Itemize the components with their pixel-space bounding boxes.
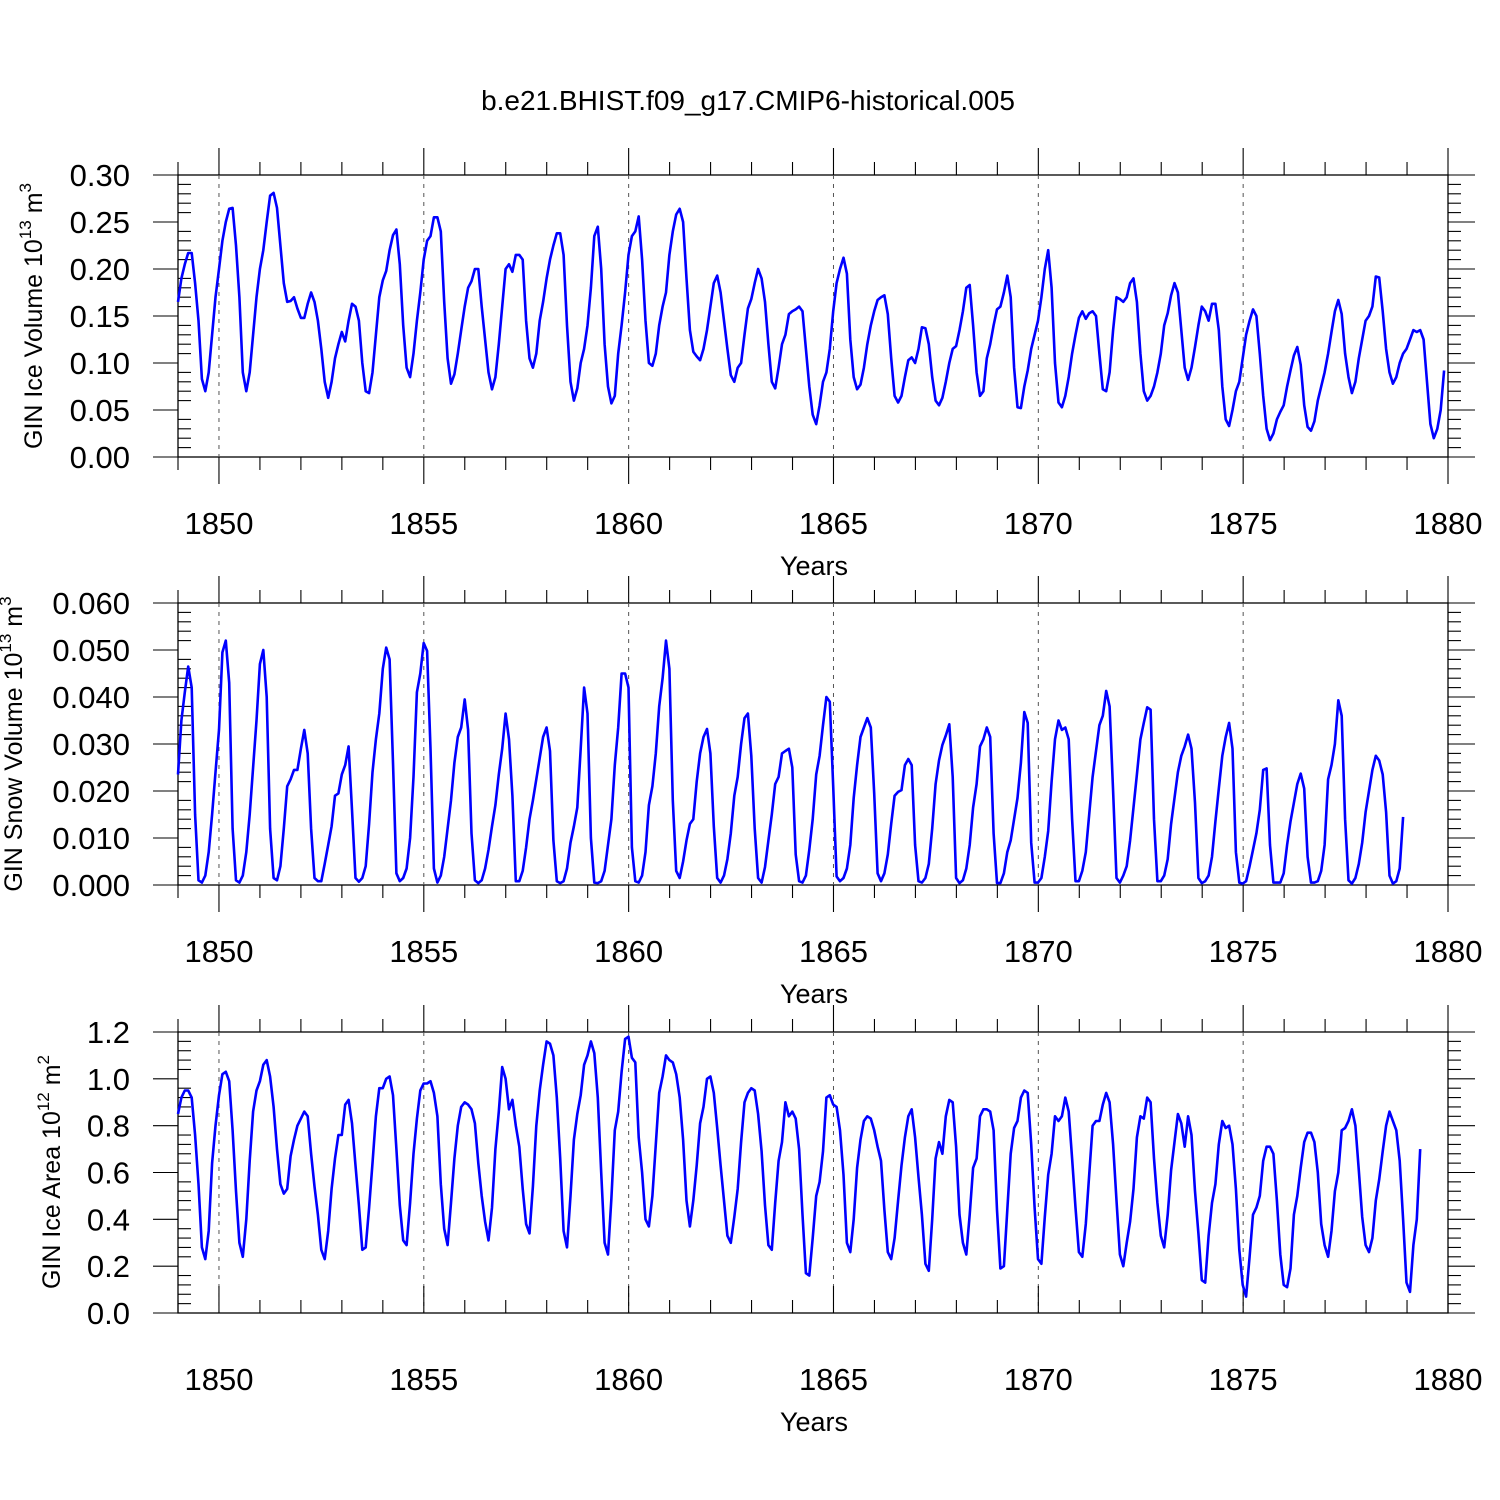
- y-tick-label: 0.040: [52, 680, 130, 715]
- plot-frame: [177, 1031, 1449, 1314]
- y-tick-label: 0.020: [52, 774, 130, 809]
- x-tick-label: 1855: [389, 1362, 458, 1397]
- y-tick-label: 0.000: [52, 868, 130, 903]
- y-label-unit-exponent: 2: [34, 1055, 53, 1064]
- x-tick-label: 1865: [799, 506, 868, 541]
- y-label-exponent: 12: [34, 1092, 53, 1111]
- y-tick-label: 0.4: [87, 1202, 130, 1237]
- x-tick-label: 1860: [594, 1362, 663, 1397]
- x-tick-label: 1855: [389, 506, 458, 541]
- x-tick-label: 1875: [1209, 934, 1278, 969]
- y-axis-label: GIN Snow Volume 1013 m3: [0, 596, 28, 891]
- x-tick-label: 1880: [1414, 506, 1483, 541]
- x-tick-label: 1850: [184, 1362, 253, 1397]
- y-axis-label: GIN Ice Area 1012 m2: [34, 1055, 66, 1289]
- panel-3: 0.0 0.2 0.4 0.6 0.8 1.0 1.2 1850 1855 1860 1865 187…: [34, 1005, 1482, 1437]
- y-tick-label: 0.050: [52, 633, 130, 668]
- y-label-main: GIN Snow Volume 10: [0, 653, 28, 892]
- panel-2: 0.000 0.010 0.020 0.030 0.040 0.050 0.060 1850 1…: [0, 576, 1482, 1009]
- y-tick-label: 0.030: [52, 727, 130, 762]
- y-tick-label: 0.6: [87, 1156, 130, 1191]
- y-label-unit-exponent: 3: [16, 183, 35, 192]
- y-tick-label: 0.060: [52, 586, 130, 621]
- y-axis-label: GIN Ice Volume 1013 m3: [16, 183, 48, 449]
- x-tick-label: 1850: [184, 506, 253, 541]
- x-axis-label: Years: [780, 979, 848, 1009]
- x-tick-label: 1870: [1004, 1362, 1073, 1397]
- y-tick-label: 0.010: [52, 821, 130, 856]
- x-tick-label: 1860: [594, 506, 663, 541]
- y-tick-label: 0.15: [70, 299, 130, 334]
- y-tick-label: 1.0: [87, 1062, 130, 1097]
- x-tick-label: 1870: [1004, 506, 1073, 541]
- x-axis-label: Years: [780, 551, 848, 581]
- y-tick-label: 1.2: [87, 1015, 130, 1050]
- series-line: [176, 191, 1446, 442]
- x-tick-label: 1880: [1414, 934, 1483, 969]
- y-label-unit: m: [38, 1064, 66, 1092]
- y-tick-label: 0.25: [70, 205, 130, 240]
- y-label-main: GIN Ice Area 10: [38, 1111, 66, 1289]
- y-tick-label: 0.0: [87, 1296, 130, 1331]
- x-tick-label: 1865: [799, 934, 868, 969]
- panel-1: 0.00 0.05 0.10 0.15 0.20 0.25 0.30 1850 1855 1860…: [16, 148, 1482, 581]
- panels: 0.00 0.05 0.10 0.15 0.20 0.25 0.30 1850 1855 1860…: [0, 148, 1482, 1437]
- y-label-unit: m: [20, 192, 48, 220]
- y-tick-label: 0.20: [70, 252, 130, 287]
- x-tick-label: 1850: [184, 934, 253, 969]
- x-tick-label: 1880: [1414, 1362, 1483, 1397]
- y-tick-label: 0.2: [87, 1249, 130, 1284]
- y-tick-label: 0.00: [70, 440, 130, 475]
- y-label-exponent: 13: [0, 634, 15, 653]
- x-tick-label: 1870: [1004, 934, 1073, 969]
- y-label-main: GIN Ice Volume 10: [20, 239, 48, 449]
- y-label-exponent: 13: [16, 220, 35, 239]
- series-line: [176, 1035, 1422, 1298]
- y-tick-label: 0.30: [70, 158, 130, 193]
- x-tick-label: 1855: [389, 934, 458, 969]
- y-label-unit: m: [0, 606, 28, 634]
- x-tick-label: 1875: [1209, 506, 1278, 541]
- chart-title: b.e21.BHIST.f09_g17.CMIP6-historical.005: [481, 85, 1015, 116]
- x-axis-label: Years: [780, 1407, 848, 1437]
- y-label-unit-exponent: 3: [0, 596, 15, 605]
- y-tick-label: 0.10: [70, 346, 130, 381]
- series-line: [176, 639, 1405, 885]
- x-tick-label: 1865: [799, 1362, 868, 1397]
- x-tick-label: 1860: [594, 934, 663, 969]
- y-tick-label: 0.05: [70, 393, 130, 428]
- x-tick-label: 1875: [1209, 1362, 1278, 1397]
- y-tick-label: 0.8: [87, 1109, 130, 1144]
